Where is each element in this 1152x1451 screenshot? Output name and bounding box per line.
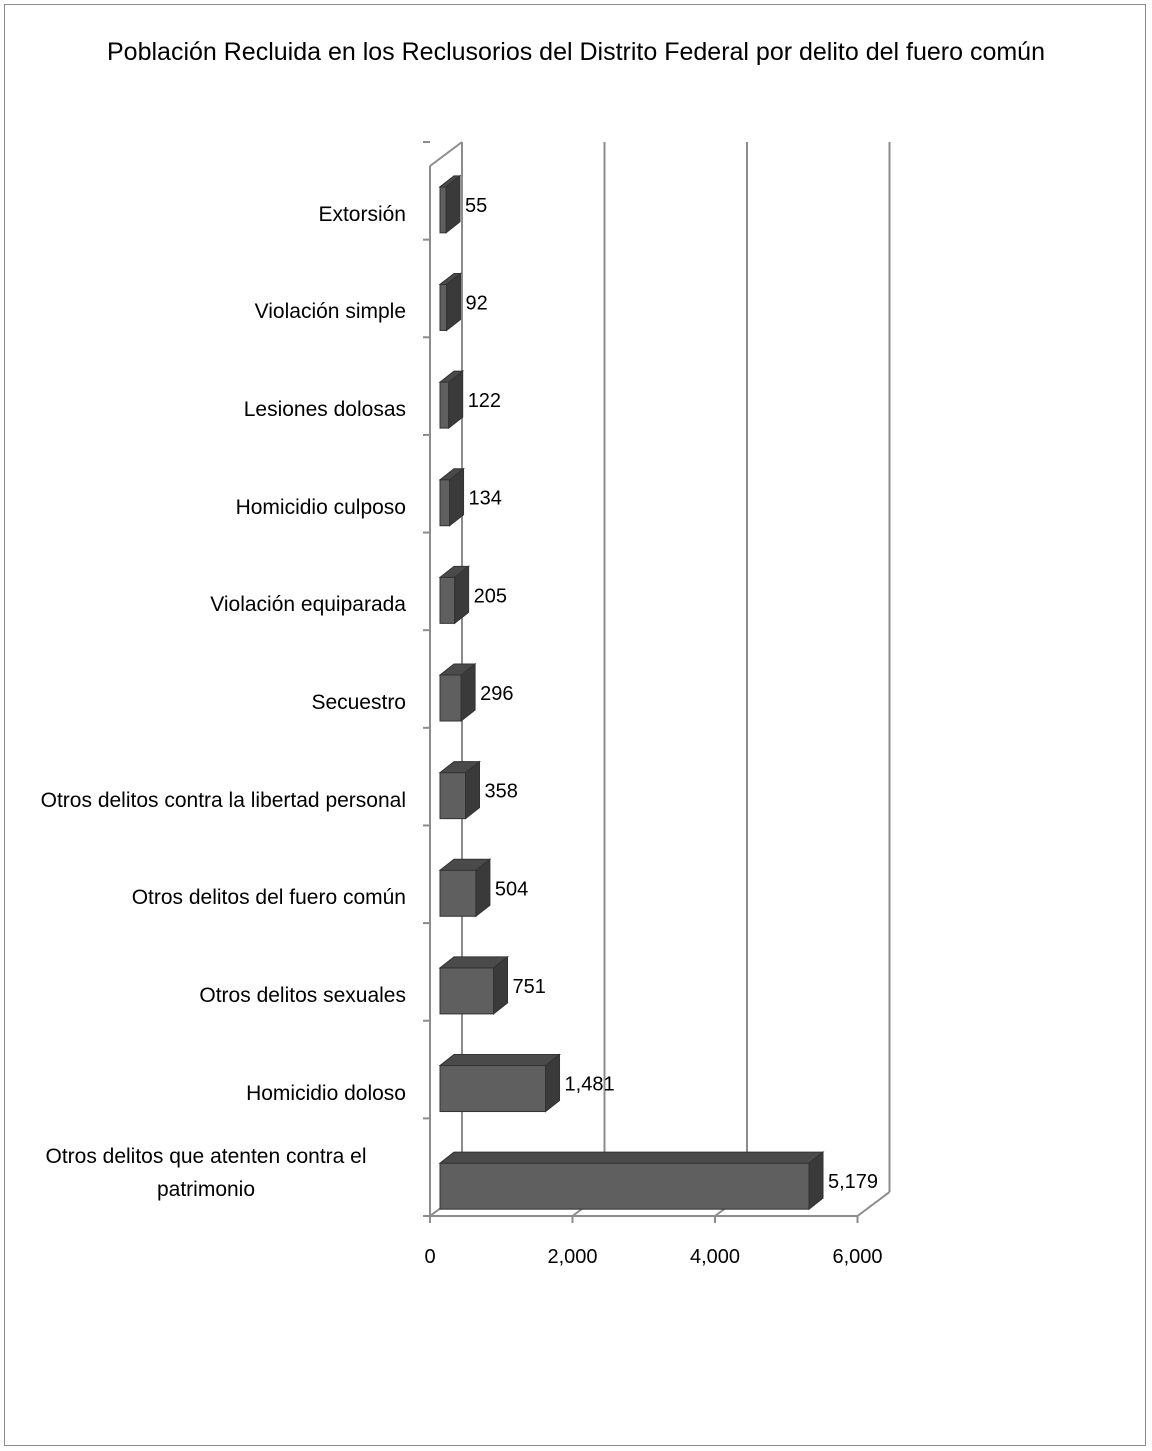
bar-top-9 (438, 1054, 561, 1067)
category-label-9: Homicidio doloso (246, 1081, 406, 1105)
bar-3 (438, 467, 465, 527)
chart-title-container: Población Recluida en los Reclusorios de… (0, 36, 1152, 82)
bar-side-1 (446, 272, 462, 332)
bar-front-2 (439, 381, 450, 429)
bars-layer (438, 174, 825, 1211)
bar-side-7 (475, 858, 491, 918)
bar-front-7 (439, 869, 477, 917)
bar-6 (438, 760, 481, 820)
value-label-9: 1,481 (565, 1074, 615, 1096)
x-tick-label-1: 2,000 (547, 1246, 597, 1268)
x-tick-label-3: 6,000 (832, 1246, 882, 1268)
bar-front-1 (439, 283, 448, 331)
category-label-6: Otros delitos contra la libertad persona… (40, 788, 406, 812)
value-label-5: 296 (480, 683, 513, 705)
bar-9 (438, 1053, 561, 1113)
bar-front-5 (439, 674, 462, 722)
category-label-5: Secuestro (311, 691, 406, 714)
value-label-2: 122 (468, 390, 501, 412)
chart-title: Población Recluida en los Reclusorios de… (107, 38, 1045, 66)
value-label-8: 751 (513, 976, 546, 998)
bar-5 (438, 662, 477, 723)
category-label-10: Otros delitos que atenten contra el patr… (45, 1145, 367, 1202)
category-label-0: Extorsión (318, 202, 406, 226)
bar-front-6 (439, 772, 467, 820)
bar-front-10 (439, 1162, 810, 1210)
bar-side-0 (445, 174, 461, 234)
bar-side-3 (449, 467, 465, 527)
bar-side-6 (465, 760, 481, 820)
value-label-3: 134 (469, 488, 502, 510)
bar-side-10 (808, 1151, 824, 1211)
value-label-10: 5,179 (828, 1171, 878, 1193)
bar-front-3 (439, 479, 451, 527)
bar-4 (438, 565, 471, 625)
bar-10 (438, 1151, 825, 1211)
bar-side-5 (460, 662, 476, 723)
bar-front-8 (439, 967, 495, 1015)
value-label-1: 92 (466, 292, 488, 314)
bar-8 (438, 955, 509, 1015)
bar-1 (438, 272, 463, 332)
bar-front-4 (439, 576, 456, 624)
labels-layer: 0 2,000 4,000 6,000 55 92 122 134 205 296 358 504 75… (424, 195, 882, 1268)
value-label-6: 358 (485, 781, 518, 803)
floor-diagonal-3 (856, 1191, 891, 1217)
category-label-7: Otros delitos del fuero común (131, 886, 406, 910)
bar-7 (438, 858, 492, 918)
bar-top-10 (438, 1151, 825, 1164)
bar-front-0 (439, 186, 447, 234)
bar-side-9 (545, 1053, 561, 1113)
bar-side-2 (448, 370, 464, 430)
value-label-4: 205 (474, 585, 507, 607)
x-tick-label-2: 4,000 (690, 1246, 740, 1268)
category-label-1: Violación simple (254, 300, 406, 324)
bar-side-4 (454, 565, 470, 625)
axis-left-top-edge (429, 141, 463, 167)
value-label-7: 504 (495, 878, 528, 900)
bar-0 (438, 174, 462, 234)
category-label-3: Homicidio culposo (235, 495, 406, 519)
value-label-0: 55 (465, 195, 487, 217)
bar-side-8 (493, 955, 509, 1015)
x-tick-label-0: 0 (424, 1246, 435, 1268)
bar-front-9 (439, 1065, 547, 1113)
category-label-2: Lesiones dolosas (243, 398, 406, 422)
category-label-4: Violación equiparada (210, 593, 406, 617)
category-label-8: Otros delitos sexuales (199, 983, 406, 1007)
bar-2 (438, 370, 465, 430)
